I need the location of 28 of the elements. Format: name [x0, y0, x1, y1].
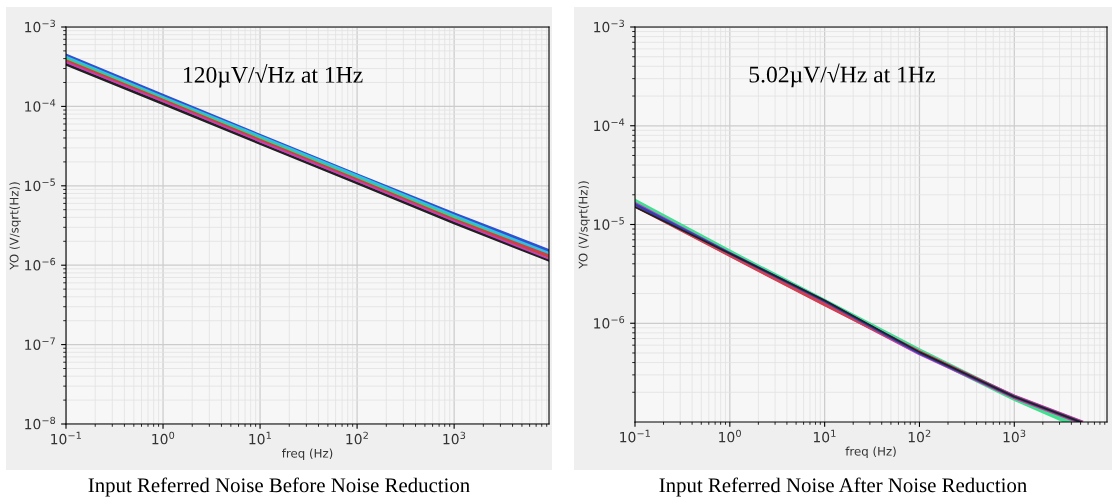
y-tick-label: 10$^{−3}$: [594, 19, 624, 33]
annotation: 120µV/√Hz at 1Hz: [184, 63, 363, 88]
x-tick-label: 10$^{−1}$: [620, 429, 650, 443]
x-tick-label: 10$^{3}$: [443, 431, 466, 445]
x-tick-label: 10$^{0}$: [719, 429, 741, 443]
y-tick-label: 10$^{−5}$: [594, 217, 624, 230]
text: Input Referred Noise After Noise Reduction: [659, 477, 1027, 497]
y-tick-label: 10$^{−7}$: [25, 337, 55, 350]
x-tick-label: 10$^{3}$: [1003, 429, 1026, 443]
x-axis-title: freq (Hz): [845, 446, 896, 458]
x-axis-title: freq (Hz): [282, 448, 333, 460]
text: Input Referred Noise Before Noise Reduction: [88, 477, 470, 497]
y-axis-title: YO (V/sqrt(Hz)): [578, 181, 590, 269]
annotation: 5.02µV/√Hz at 1Hz: [749, 63, 935, 88]
x-tick-label: 10$^{0}$: [152, 431, 175, 445]
y-tick-label: 10$^{−4}$: [594, 118, 625, 132]
y-tick-label: 10$^{−6}$: [594, 315, 625, 329]
y-tick-label: 10$^{−4}$: [25, 99, 56, 112]
y-axis-title: YO (V/sqrt(Hz)): [9, 182, 21, 270]
x-tick-label: 10$^{1}$: [813, 429, 836, 443]
x-tick-label: 10$^{2}$: [346, 431, 368, 445]
x-tick-label: 10$^{2}$: [908, 429, 931, 443]
y-tick-label: 10$^{−5}$: [25, 178, 55, 192]
x-tick-label: 10$^{−1}$: [51, 431, 81, 445]
y-tick-label: 10$^{−8}$: [25, 416, 56, 430]
x-tick-label: 10$^{1}$: [249, 431, 271, 445]
y-tick-label: 10$^{−6}$: [25, 257, 56, 271]
y-tick-label: 10$^{−3}$: [25, 19, 55, 33]
